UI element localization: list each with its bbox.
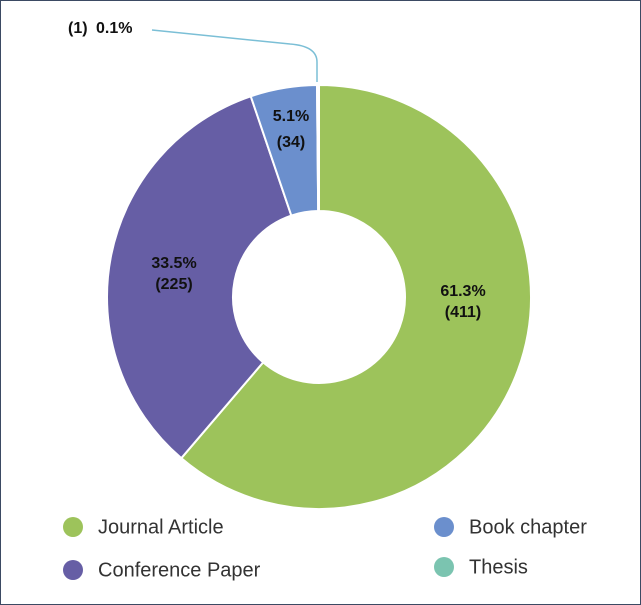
legend-label: Book chapter — [469, 516, 587, 538]
percent-label: 33.5% — [151, 255, 196, 272]
legend-swatch — [434, 557, 454, 577]
value-label: (411) — [445, 304, 481, 321]
legend-label: Conference Paper — [98, 559, 261, 581]
legend-swatch — [434, 517, 454, 537]
percent-label: 0.1% — [96, 20, 132, 37]
legend-label: Thesis — [469, 556, 528, 578]
percent-label: 5.1% — [273, 108, 309, 125]
legend-label: Journal Article — [98, 516, 224, 538]
leader-line — [151, 29, 318, 82]
legend-swatch — [63, 560, 83, 580]
donut-slice — [179, 83, 532, 510]
donut-slice — [106, 95, 293, 460]
value-label: (225) — [155, 276, 192, 293]
value-label: (1) — [68, 20, 88, 37]
percent-label: 61.3% — [440, 283, 485, 300]
legend-swatch — [63, 517, 83, 537]
donut-slice — [316, 83, 320, 213]
value-label: (34) — [277, 134, 305, 151]
